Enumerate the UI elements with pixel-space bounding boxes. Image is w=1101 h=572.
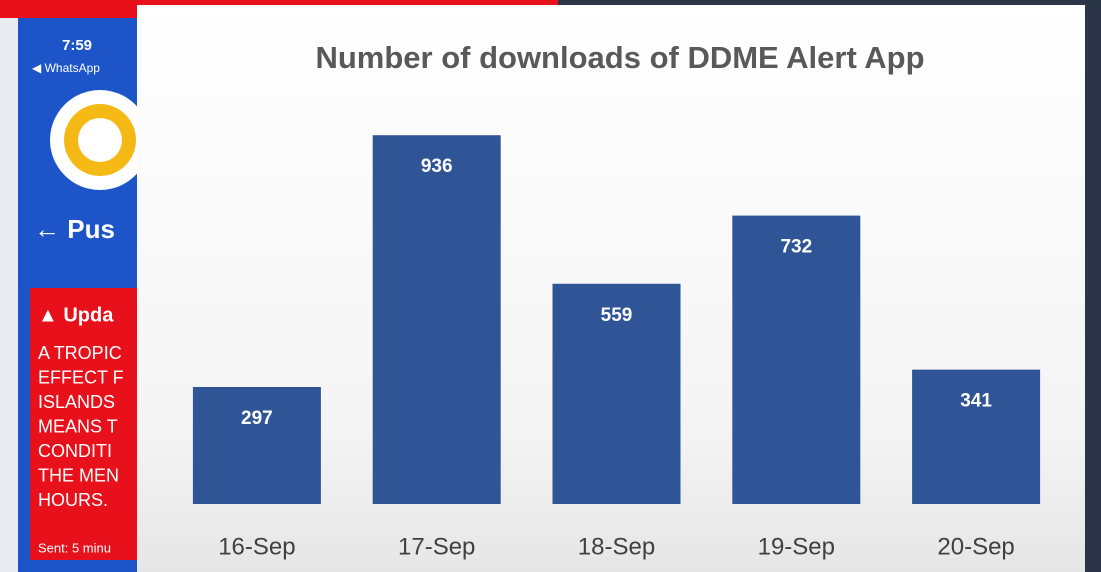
x-tick-label: 18-Sep [578,533,655,560]
alert-line: THE MEN [38,465,119,485]
logo-center [78,118,122,162]
bar [732,215,861,505]
sent-time: Sent: 5 minu [38,540,111,555]
bar [192,386,321,504]
alert-line: A TROPIC [38,343,122,363]
time: 7:59 [62,37,92,54]
data-label: 732 [780,237,812,258]
data-label: 936 [421,156,453,177]
x-tick-label: 16-Sep [218,533,295,560]
bar [552,283,681,504]
back-link[interactable]: ◀ WhatsApp [32,61,100,75]
data-label: 297 [241,408,273,429]
alert-line: ISLANDS [38,392,115,412]
data-label: 341 [960,391,992,412]
data-label: 559 [601,305,633,326]
alert-title: ▲ Upda [38,304,114,326]
x-tick-label: 19-Sep [758,533,835,560]
x-tick-label: 17-Sep [398,533,475,560]
bar [912,369,1041,504]
alert-line: MEANS T [38,416,118,436]
alert-line: CONDITI [38,441,112,461]
alert-line: HOURS. [38,490,108,510]
left-edge [0,0,18,572]
bar [372,135,501,504]
page-title[interactable]: ← Pus [34,214,115,244]
x-tick-label: 20-Sep [937,533,1014,560]
chart-title: Number of downloads of DDME Alert App [315,40,924,75]
alert-line: EFFECT F [38,367,124,387]
